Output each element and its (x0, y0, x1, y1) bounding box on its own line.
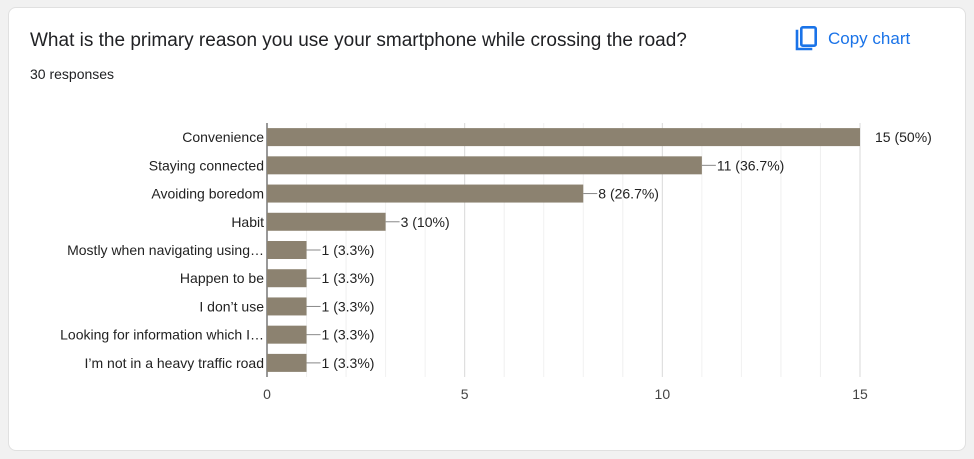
category-label: I’m not in a heavy traffic road (85, 355, 265, 371)
copy-icon (794, 26, 818, 52)
data-label: 1 (3.3%) (322, 270, 375, 286)
bar (267, 353, 307, 372)
copy-chart-button[interactable]: Copy chart (788, 22, 916, 56)
bar (267, 128, 860, 147)
copy-chart-label: Copy chart (828, 29, 911, 48)
data-label: 11 (36.7%) (717, 157, 784, 173)
bar (267, 325, 307, 344)
data-label: 15 (50%) (875, 129, 932, 145)
response-count: 30 responses (30, 66, 115, 82)
category-label: Staying connected (149, 157, 264, 173)
data-label: 1 (3.3%) (322, 327, 375, 343)
category-label: Convenience (182, 129, 264, 145)
data-label: 1 (3.3%) (322, 242, 375, 258)
data-label: 1 (3.3%) (322, 355, 375, 371)
category-label: Mostly when navigating using… (67, 242, 264, 258)
x-tick-label: 10 (655, 386, 671, 402)
category-label: Habit (231, 214, 264, 230)
bar (267, 269, 307, 288)
bar (267, 156, 702, 175)
bar (267, 184, 584, 203)
x-tick-label: 15 (852, 386, 868, 402)
category-label: Looking for information which I… (60, 327, 264, 343)
category-label: Happen to be (180, 270, 264, 286)
data-label: 1 (3.3%) (322, 298, 375, 314)
question-title: What is the primary reason you use your … (30, 30, 687, 51)
bar (267, 297, 307, 316)
chart-card (8, 7, 966, 451)
category-label: Avoiding boredom (151, 186, 264, 202)
data-label: 3 (10%) (401, 214, 450, 230)
x-tick-label: 5 (461, 386, 469, 402)
category-label: I don’t use (199, 298, 264, 314)
data-label: 8 (26.7%) (598, 186, 659, 202)
bar (267, 212, 386, 231)
x-tick-label: 0 (263, 386, 271, 402)
bar (267, 241, 307, 259)
